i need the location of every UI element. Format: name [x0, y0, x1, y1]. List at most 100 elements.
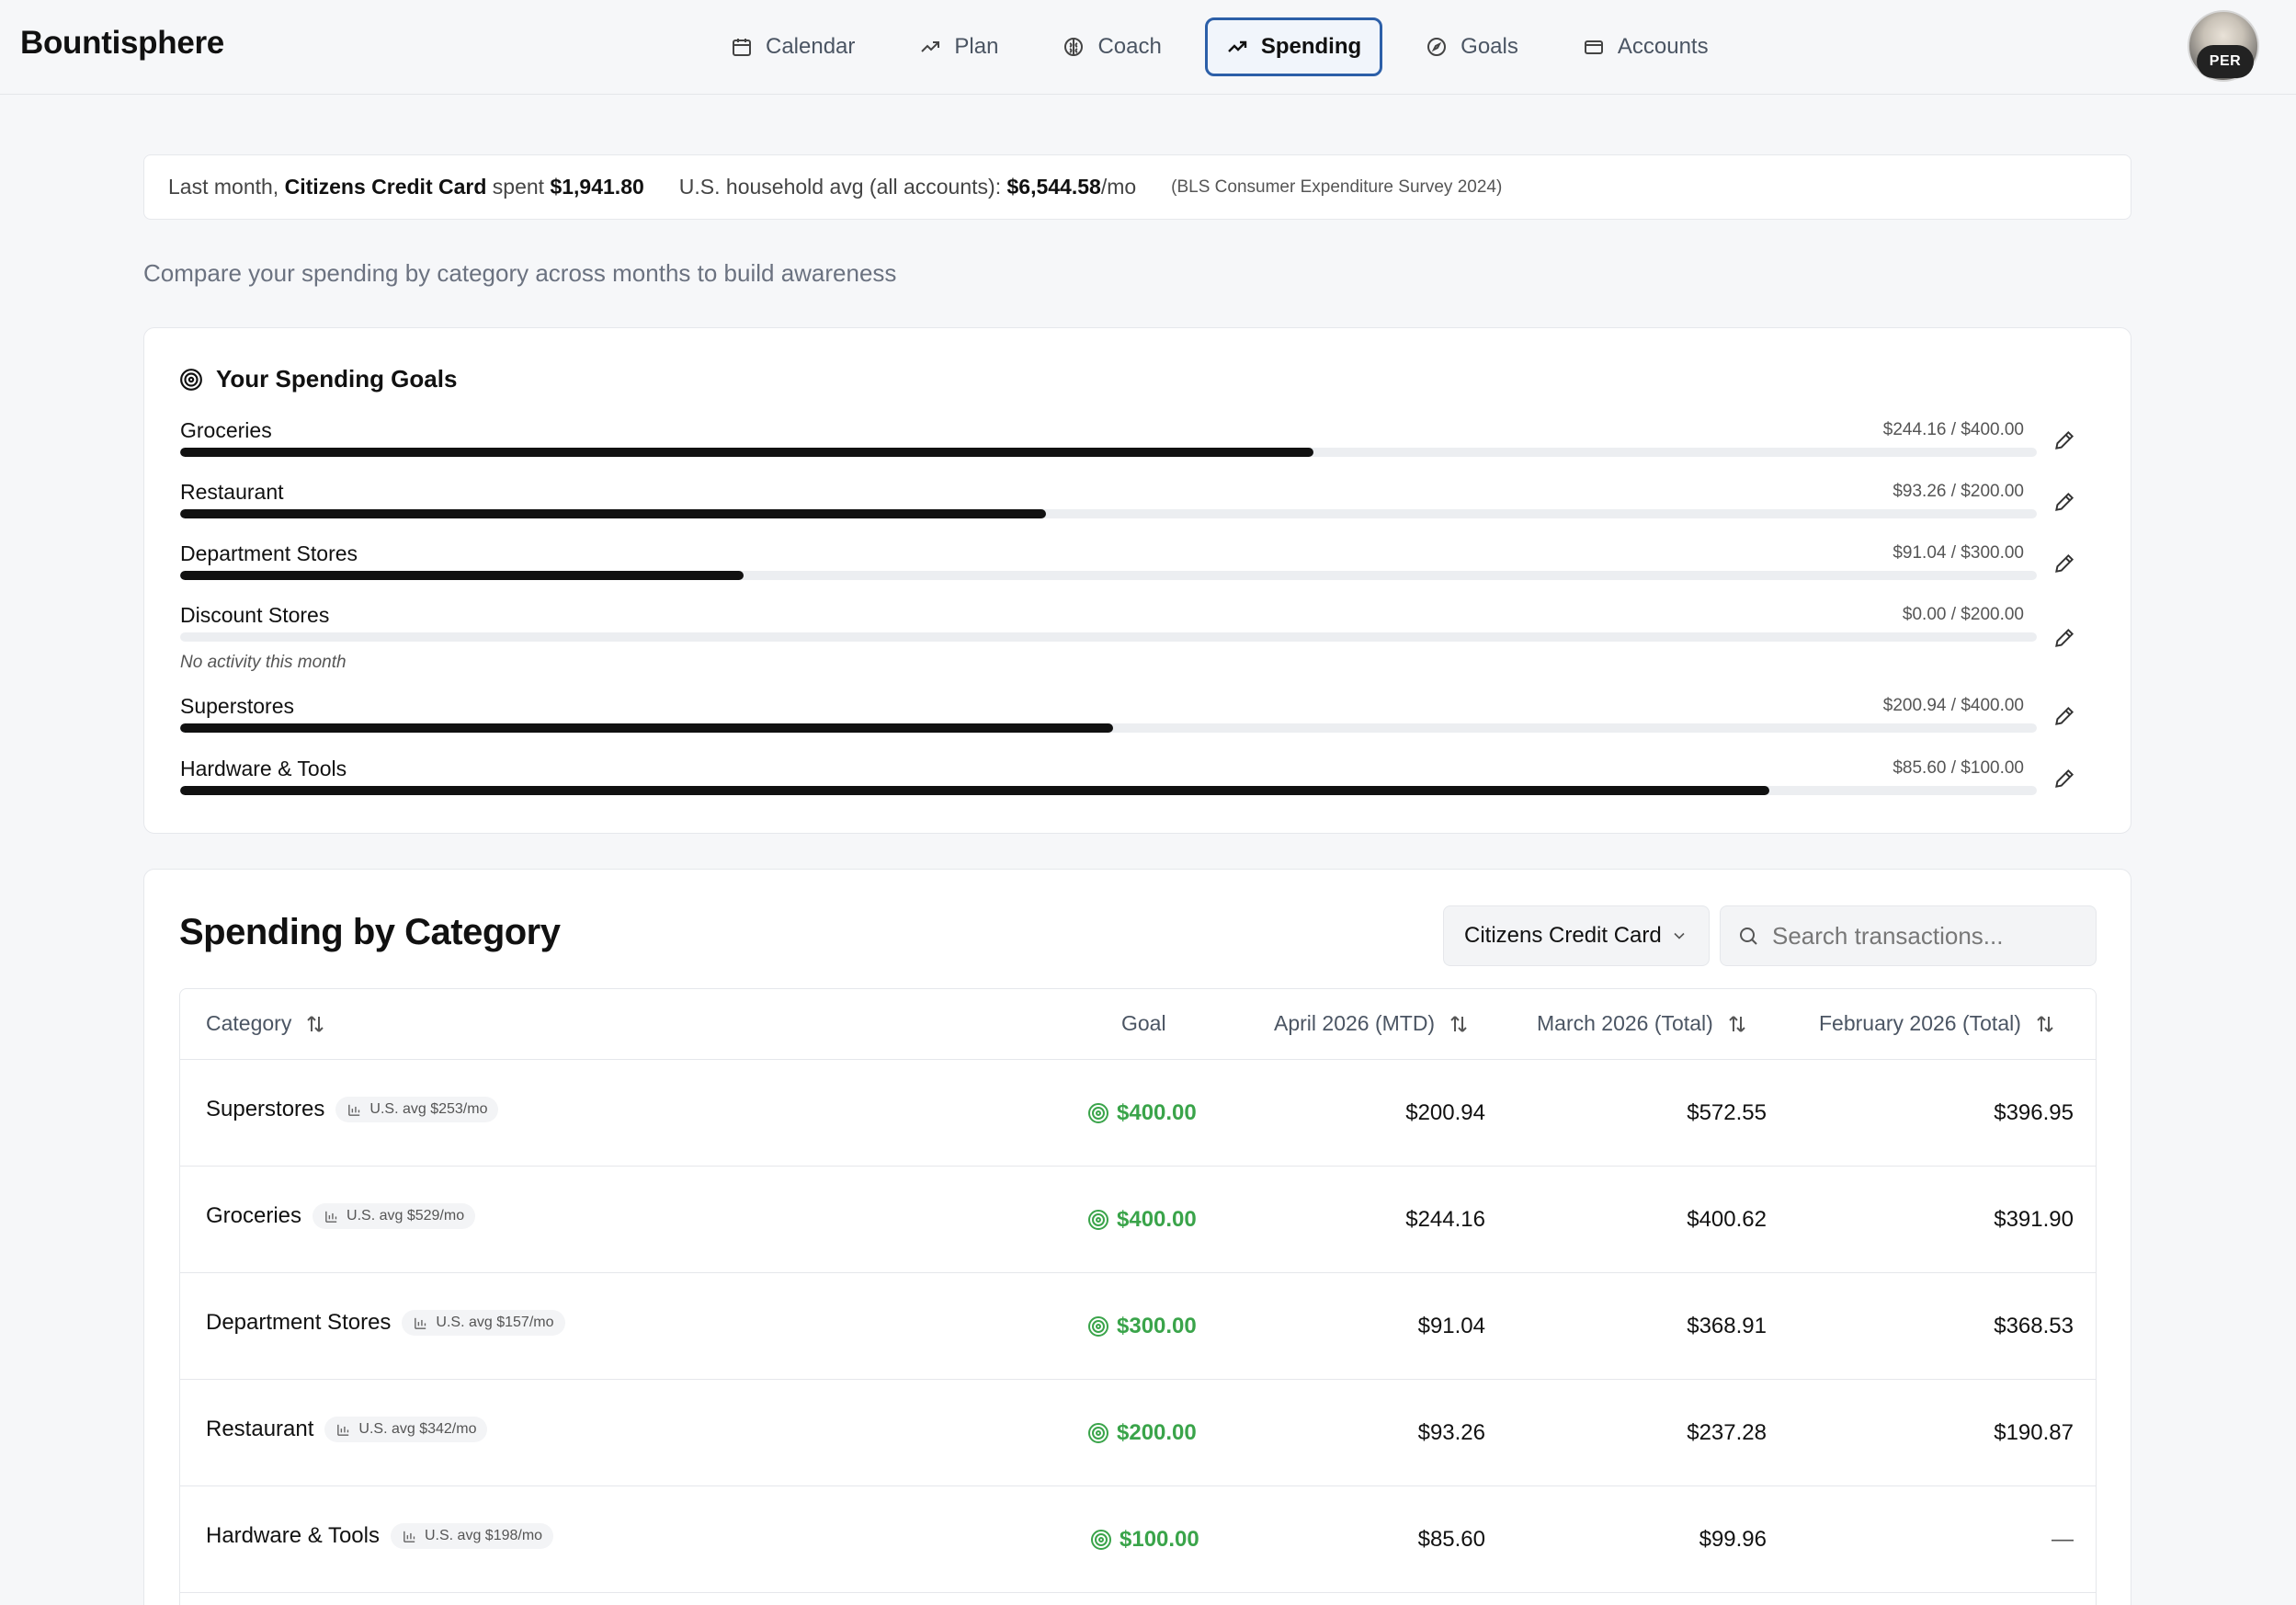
goal-progress-track [180, 509, 2037, 518]
us-avg-badge: U.S. avg $198/mo [390, 1523, 554, 1549]
sort-icon [1729, 1015, 1745, 1032]
march-value: $400.62 [1687, 1207, 1767, 1232]
column-february[interactable]: February 2026 (Total) [1819, 1011, 2056, 1036]
february-value: $190.87 [1994, 1420, 2074, 1445]
april-value: $200.94 [1405, 1100, 1485, 1125]
target-icon [1088, 1103, 1108, 1123]
table-row[interactable]: Superstores U.S. avg $253/mo $400.00 $20… [180, 1060, 2096, 1167]
column-march[interactable]: March 2026 (Total) [1537, 1011, 1748, 1036]
bar-chart-icon [348, 1104, 360, 1116]
edit-goal-button[interactable] [2048, 485, 2081, 518]
category-cell: Superstores U.S. avg $253/mo [206, 1097, 499, 1122]
goal-value: $300.00 [1117, 1314, 1197, 1338]
top-navigation-bar: Bountisphere Calendar Plan Coach Spendin… [0, 0, 2296, 95]
goal-name: Restaurant [180, 480, 284, 504]
account-select[interactable]: Citizens Credit Card [1443, 905, 1710, 966]
us-avg-badge: U.S. avg $157/mo [402, 1310, 565, 1336]
bar-chart-icon [404, 1531, 415, 1542]
edit-goal-button[interactable] [2048, 547, 2081, 580]
edit-goal-button[interactable] [2048, 424, 2081, 457]
table-row[interactable]: Department Stores U.S. avg $157/mo $300.… [180, 1273, 2096, 1380]
sort-icon [1450, 1015, 1467, 1032]
target-icon [1091, 1530, 1111, 1550]
banner-avg-unit: /mo [1100, 175, 1137, 199]
goal-progress-track [180, 632, 2037, 642]
nav-coach[interactable]: Coach [1041, 17, 1182, 76]
goal-name: Department Stores [180, 541, 358, 565]
april-value: $244.16 [1405, 1207, 1485, 1232]
bar-chart-icon [325, 1211, 337, 1223]
edit-goal-button[interactable] [2048, 700, 2081, 733]
goal-value: $100.00 [1120, 1527, 1199, 1552]
calendar-icon [733, 39, 751, 56]
category-name: Superstores [206, 1097, 325, 1121]
banner-avg-value: $6,544.58 [1006, 175, 1101, 199]
nav-accounts[interactable]: Accounts [1562, 17, 1730, 76]
goals-title-text: Your Spending Goals [216, 365, 458, 393]
table-row[interactable]: Groceries U.S. avg $529/mo $400.00 $244.… [180, 1167, 2096, 1273]
category-cell: Hardware & Tools U.S. avg $198/mo [206, 1523, 554, 1549]
main-nav: Calendar Plan Coach Spending Goals Accou… [710, 17, 1730, 76]
nav-plan[interactable]: Plan [898, 17, 1019, 76]
goal-cell: $200.00 [1087, 1420, 1197, 1446]
search-input[interactable] [1772, 921, 2085, 950]
trend-icon [921, 41, 940, 52]
search-icon [1740, 928, 1757, 945]
app-logo[interactable]: Bountisphere [20, 25, 224, 61]
pencil-icon [2055, 768, 2074, 788]
goal-progress-fill [180, 509, 1046, 518]
us-avg-text: U.S. avg $253/mo [369, 1101, 488, 1117]
march-value: $99.96 [1699, 1527, 1767, 1552]
edit-goal-button[interactable] [2048, 762, 2081, 795]
goal-row-restaurant: Restaurant $93.26 / $200.00 [180, 480, 2081, 526]
bar-chart-icon [337, 1424, 349, 1436]
february-value: $391.90 [1994, 1207, 2074, 1232]
nav-calendar-label: Calendar [766, 34, 856, 59]
banner-source: (BLS Consumer Expenditure Survey 2024) [1171, 176, 1503, 197]
nav-coach-label: Coach [1097, 34, 1162, 59]
goal-value: $400.00 [1117, 1207, 1197, 1232]
column-february-label: February 2026 (Total) [1819, 1011, 2021, 1035]
section-title: Spending by Category [179, 912, 561, 952]
nav-calendar[interactable]: Calendar [710, 17, 876, 76]
banner-avg-label: U.S. household avg (all accounts): [678, 175, 1002, 199]
us-avg-text: U.S. avg $157/mo [436, 1315, 554, 1330]
table-row[interactable]: Hardware & Tools U.S. avg $198/mo $100.0… [180, 1486, 2096, 1593]
goal-cell: $300.00 [1087, 1314, 1197, 1339]
goal-cell: $100.00 [1090, 1527, 1199, 1553]
column-category[interactable]: Category [206, 1011, 326, 1036]
sort-icon [307, 1015, 324, 1032]
pencil-icon [2055, 430, 2074, 450]
goal-row-department-stores: Department Stores $91.04 / $300.00 [180, 541, 2081, 587]
goal-amount: $0.00 / $200.00 [1902, 605, 2024, 624]
april-value: $91.04 [1417, 1314, 1485, 1338]
table-row[interactable]: Restaurant U.S. avg $342/mo $200.00 $93.… [180, 1380, 2096, 1486]
table-header: Category Goal April 2026 (MTD) March 202… [180, 989, 2096, 1060]
february-value: $368.53 [1994, 1314, 2074, 1338]
column-category-label: Category [206, 1011, 292, 1035]
april-value: $85.60 [1417, 1527, 1485, 1552]
goal-row-hardware-tools: Hardware & Tools $85.60 / $100.00 [180, 757, 2081, 802]
goal-value: $400.00 [1117, 1100, 1197, 1125]
goal-note: No activity this month [180, 653, 347, 672]
march-value: $368.91 [1687, 1314, 1767, 1338]
march-value: $237.28 [1687, 1420, 1767, 1445]
target-icon [180, 368, 202, 391]
target-icon [1088, 1210, 1108, 1230]
trend-icon [1227, 40, 1247, 52]
edit-goal-button[interactable] [2048, 621, 2081, 655]
us-avg-badge: U.S. avg $342/mo [324, 1417, 488, 1442]
goal-row-discount-stores: Discount Stores $0.00 / $200.00 No activ… [180, 603, 2081, 677]
banner-account: Citizens Credit Card [284, 175, 487, 199]
nav-spending[interactable]: Spending [1204, 17, 1383, 76]
column-april[interactable]: April 2026 (MTD) [1274, 1011, 1470, 1036]
pencil-icon [2055, 706, 2074, 725]
goal-progress-fill [180, 786, 1770, 795]
february-value: $396.95 [1994, 1100, 2074, 1125]
us-avg-badge: U.S. avg $529/mo [313, 1203, 476, 1229]
nav-goals-label: Goals [1461, 34, 1518, 59]
search-box[interactable] [1720, 905, 2097, 966]
user-badge[interactable]: PER [2197, 45, 2254, 78]
nav-goals[interactable]: Goals [1404, 17, 1540, 76]
brain-icon [1064, 38, 1084, 56]
